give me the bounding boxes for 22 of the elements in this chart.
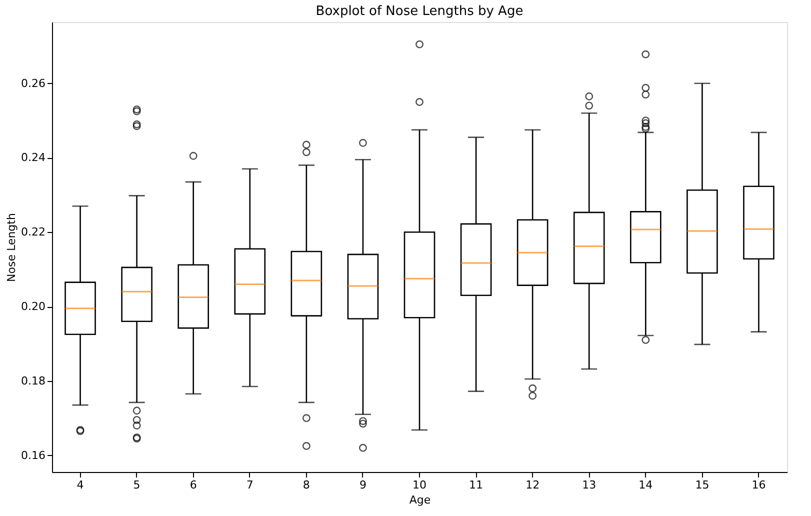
x-tick-label: 11 [469, 478, 484, 492]
x-tick-label: 12 [526, 478, 540, 492]
y-tick-label: 0.22 [21, 226, 46, 239]
x-tick-label: 16 [752, 478, 766, 492]
y-tick-label: 0.16 [21, 448, 46, 462]
chart-title: Boxplot of Nose Lengths by Age [316, 4, 524, 19]
x-tick-label: 6 [190, 478, 197, 492]
y-tick-label: 0.24 [21, 151, 46, 164]
x-tick-label: 14 [638, 478, 653, 492]
x-tick-label: 5 [133, 478, 140, 492]
x-tick-label: 9 [359, 478, 366, 492]
x-axis-title: Age [409, 494, 431, 506]
x-tick-label: 7 [246, 478, 254, 492]
y-tick-label: 0.18 [21, 374, 46, 388]
x-tick-label: 8 [302, 478, 310, 492]
x-tick-label: 10 [412, 478, 426, 492]
y-axis-title: Nose Length [5, 213, 18, 282]
y-tick-label: 0.26 [21, 76, 46, 90]
x-tick-label: 4 [76, 478, 84, 492]
x-tick-label: 13 [582, 478, 596, 492]
x-tick-label: 15 [695, 478, 710, 492]
y-tick-label: 0.20 [21, 300, 46, 314]
